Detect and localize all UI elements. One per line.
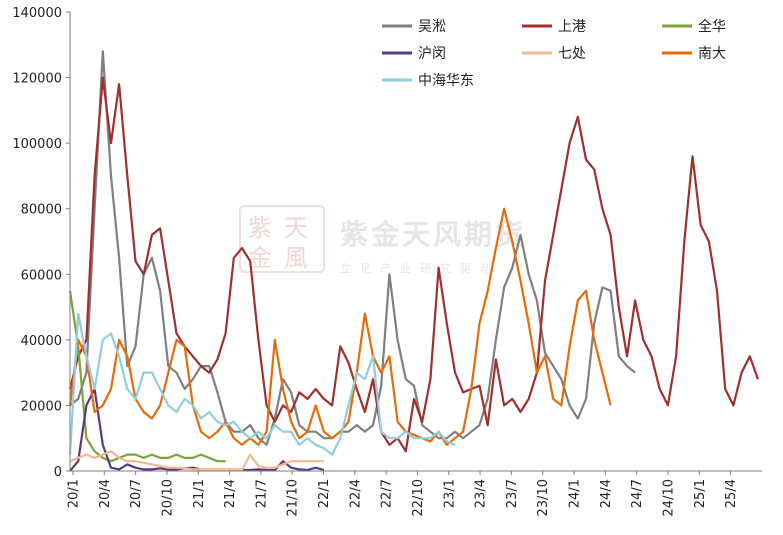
x-tick-label: 25/4 (724, 479, 739, 508)
x-tick-label: 24/10 (661, 479, 676, 516)
series-line-5 (69, 450, 324, 472)
y-tick-label: 0 (54, 465, 62, 480)
watermark-company-name: 紫金天风期货 (340, 218, 526, 251)
watermark-slogan: 立足产业研究驱动 (340, 261, 500, 275)
x-tick-label: 22/7 (380, 479, 395, 508)
y-tick-label: 100000 (12, 137, 62, 152)
x-tick-label: 23/4 (474, 479, 489, 508)
watermark-logo-char-4: 風 (284, 244, 308, 272)
watermark-logo-char-1: 紫 (248, 214, 272, 242)
watermark-logo-char-3: 金 (248, 244, 272, 272)
y-tick-label: 60000 (21, 268, 62, 283)
x-tick-label: 23/7 (505, 479, 520, 508)
y-tick-label: 120000 (12, 72, 62, 87)
y-tick-label: 40000 (21, 334, 62, 349)
y-tick-label: 80000 (21, 203, 62, 218)
x-tick-label: 21/4 (223, 479, 238, 508)
x-tick-label: 20/7 (129, 479, 144, 508)
x-tick-label: 22/10 (411, 479, 426, 516)
y-tick-label: 20000 (21, 399, 62, 414)
legend-label: 吴淞 (418, 19, 446, 35)
watermark-logo-box (239, 205, 325, 273)
legend-label: 全华 (698, 18, 726, 35)
x-tick-label: 22/1 (317, 479, 332, 508)
legend-label: 七处 (558, 46, 586, 62)
series-line-6 (68, 207, 612, 446)
x-tick-label: 24/7 (630, 479, 645, 508)
watermark-logo-char-2: 天 (284, 214, 308, 242)
legend-label: 沪闵 (418, 46, 446, 62)
x-tick-label: 25/1 (693, 479, 708, 508)
x-tick-label: 21/7 (254, 479, 269, 508)
x-tick-label: 21/1 (192, 479, 207, 508)
x-tick-label: 21/10 (286, 479, 301, 516)
x-tick-label: 20/4 (98, 479, 113, 508)
x-tick-label: 20/10 (160, 479, 175, 516)
x-tick-label: 24/1 (568, 479, 583, 508)
legend-label: 南大 (698, 46, 726, 62)
y-tick-label: 140000 (12, 6, 62, 21)
x-tick-label: 22/4 (348, 479, 363, 508)
legend-label: 上港 (558, 19, 586, 35)
watermark: 紫 天 金 風 紫金天风期货 立足产业研究驱动 (239, 205, 526, 275)
legend-label: 中海华东 (418, 73, 474, 89)
x-tick-label: 23/10 (536, 479, 551, 516)
series-line-3 (68, 290, 226, 463)
x-tick-label: 24/4 (599, 479, 614, 508)
x-tick-label: 23/1 (442, 479, 457, 508)
axes: 0 20000 40000 60000 80000 100000 120000 140000 2… (12, 6, 762, 516)
plot-series (68, 50, 760, 472)
series-line-7 (68, 312, 456, 456)
x-tick-label: 20/1 (67, 479, 82, 508)
